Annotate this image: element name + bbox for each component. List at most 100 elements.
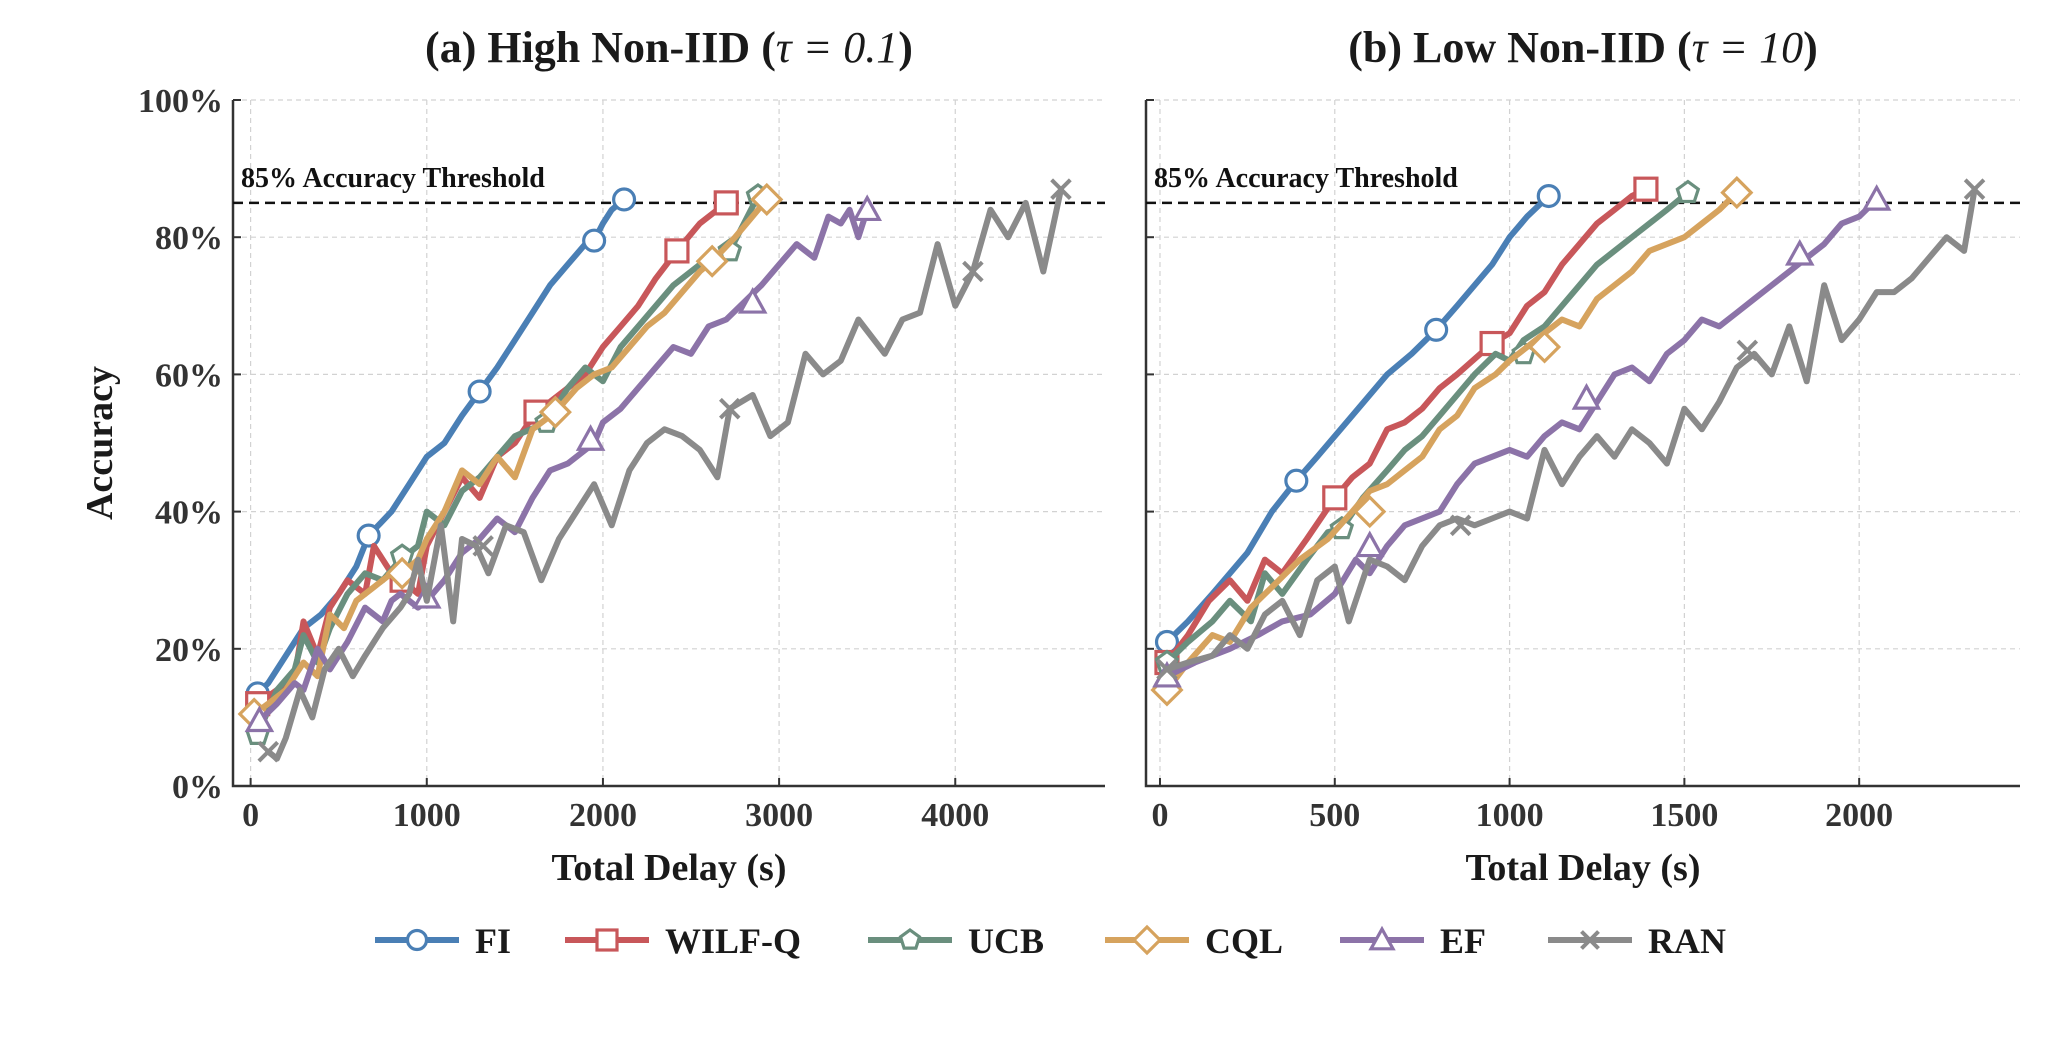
- x-tick-label: 3000: [745, 797, 813, 834]
- y-tick-label: 60%: [155, 357, 223, 394]
- data-point-fi: [612, 187, 637, 212]
- data-point-ef: [575, 424, 606, 451]
- y-tick-label: 40%: [155, 495, 223, 532]
- series-line-ran: [1164, 186, 1978, 673]
- panel-b: 0 500 1000 1500 2000 85% Accuracy Threshold (b…: [1144, 23, 2020, 889]
- data-point-cql: [1720, 176, 1754, 210]
- data-point-ran: [1050, 178, 1072, 200]
- x-tick-label: 0: [242, 797, 259, 834]
- series-ucb: [1154, 179, 1701, 674]
- data-point-ran: [1449, 514, 1472, 537]
- circle-icon: [405, 928, 429, 952]
- x-axis-label: Total Delay (s): [551, 847, 786, 889]
- panel-title-tau: τ = 10: [1692, 23, 1803, 72]
- data-point-ran: [962, 260, 984, 283]
- x-tick-label: 2000: [569, 797, 637, 834]
- data-point-ef: [1354, 530, 1385, 558]
- series-wilf-q: [245, 190, 739, 717]
- data-point-cql: [1527, 330, 1562, 364]
- legend-label: RAN: [1648, 921, 1726, 961]
- y-tick-label: 0%: [172, 769, 223, 806]
- legend-item-fi: FI: [375, 921, 511, 961]
- series-fi: [1154, 183, 1561, 654]
- panel-title-end: ): [1803, 23, 1818, 72]
- x-tick-label: 0: [1151, 797, 1168, 834]
- series-line-cql: [1164, 189, 1740, 693]
- legend-label: CQL: [1205, 921, 1283, 961]
- data-point-ran: [1156, 658, 1178, 681]
- panel-a: 0% 20% 40% 60% 80% 100% 0 1000 2000 3000 4000 85% A…: [79, 23, 1105, 889]
- series-cql: [237, 182, 784, 731]
- data-point-ef: [1571, 383, 1602, 410]
- legend-label: FI: [475, 921, 511, 961]
- series-ran: [1156, 178, 1986, 681]
- y-tick-label: 80%: [155, 220, 223, 257]
- series-ef: [244, 194, 883, 733]
- legend-item-ran: RAN: [1548, 921, 1726, 961]
- pentagon-icon: [898, 928, 922, 950]
- data-point-fi: [582, 228, 607, 253]
- panel-title-tau: τ = 0.1: [776, 23, 898, 72]
- series-ran: [257, 178, 1072, 763]
- legend-label: EF: [1440, 921, 1486, 961]
- data-point-ef: [852, 194, 883, 222]
- data-point-fi: [467, 379, 492, 404]
- data-point-ran: [1736, 339, 1759, 362]
- panel-title-text: (a) High Non-IID (: [425, 23, 776, 72]
- x-tick-label: 500: [1309, 797, 1360, 834]
- x-axis-label: Total Delay (s): [1465, 847, 1700, 889]
- series-line-ran: [265, 186, 1064, 762]
- data-point-fi: [356, 523, 381, 548]
- data-point-cql: [385, 556, 419, 590]
- data-point-ef: [244, 705, 275, 733]
- threshold-label: 85% Accuracy Threshold: [1154, 163, 1458, 194]
- data-point-ran: [472, 535, 494, 557]
- data-point-ef: [1784, 238, 1815, 266]
- data-point-wilf-q: [664, 238, 690, 264]
- data-point-ran: [719, 397, 741, 420]
- series-line-fi: [254, 196, 628, 697]
- data-point-fi: [1536, 183, 1561, 209]
- square-icon: [595, 928, 619, 952]
- series-line-fi: [1164, 193, 1552, 645]
- data-point-fi: [1284, 468, 1309, 493]
- series-line-ucb: [1164, 189, 1691, 666]
- data-point-cql: [1353, 495, 1387, 529]
- data-point-wilf-q: [1479, 330, 1505, 357]
- data-point-cql: [695, 244, 729, 278]
- data-point-wilf-q: [1322, 485, 1348, 511]
- panel-title: (b) Low Non-IID (τ = 10): [1348, 23, 1818, 72]
- series-ef: [1152, 184, 1892, 688]
- x-tick-label: 4000: [921, 797, 989, 834]
- data-point-ef: [737, 286, 768, 314]
- x-tick-label: 1500: [1650, 797, 1718, 834]
- legend-item-wilf-q: WILF-Q: [565, 921, 801, 961]
- series-cql: [1150, 176, 1754, 707]
- panel-title: (a) High Non-IID (τ = 0.1): [425, 23, 913, 72]
- legend-item-ef: EF: [1340, 921, 1486, 961]
- data-point-ef: [1861, 184, 1892, 211]
- x-icon: [1580, 930, 1600, 950]
- data-point-cql: [750, 182, 784, 217]
- legend-label: WILF-Q: [665, 921, 801, 961]
- triangle-icon: [1368, 925, 1396, 951]
- x-tick-label: 1000: [393, 797, 461, 834]
- x-tick-label: 2000: [1825, 797, 1893, 834]
- y-axis-label: Accuracy: [79, 366, 121, 520]
- legend-label: UCB: [968, 921, 1044, 961]
- data-point-wilf-q: [713, 190, 739, 216]
- series-line-cql: [251, 196, 770, 717]
- panel-title-end: ): [898, 23, 913, 72]
- data-point-ran: [257, 740, 279, 763]
- series-line-wilf-q: [1164, 186, 1649, 666]
- diamond-icon: [1131, 924, 1163, 956]
- y-tick-label: 20%: [155, 632, 223, 669]
- threshold-label: 85% Accuracy Threshold: [241, 163, 545, 194]
- panel-title-text: (b) Low Non-IID (: [1348, 23, 1691, 72]
- x-tick-label: 1000: [1476, 797, 1544, 834]
- data-point-wilf-q: [1633, 176, 1659, 202]
- data-point-cql: [538, 395, 572, 429]
- series-line-ef: [1164, 196, 1880, 680]
- data-point-fi: [1424, 317, 1449, 342]
